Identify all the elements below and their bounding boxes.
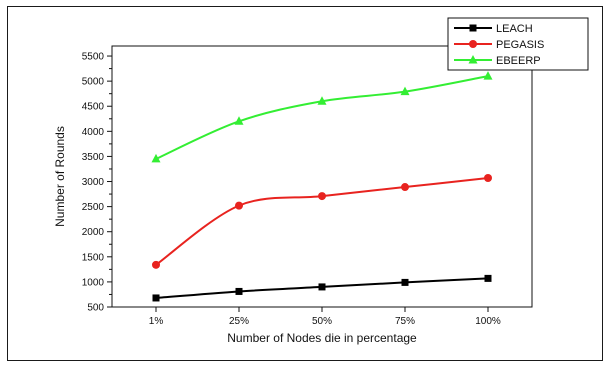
y-tick-label: 2000	[82, 227, 105, 238]
legend-item-leach: LEACH	[454, 23, 533, 35]
legend-label: EBEERP	[496, 55, 541, 67]
data-point-pegasis	[401, 183, 409, 192]
series-ebeerp	[151, 71, 493, 163]
data-point-pegasis	[152, 260, 160, 269]
data-point-leach	[235, 287, 243, 295]
y-tick-label: 4500	[82, 102, 105, 113]
y-tick-label: 500	[87, 303, 104, 314]
legend-label: PEGASIS	[496, 39, 544, 51]
y-tick-label: 3500	[82, 152, 105, 163]
y-tick-label: 1500	[82, 252, 105, 263]
legend-label: LEACH	[496, 23, 533, 35]
data-point-ebeerp	[400, 86, 410, 96]
x-tick-label: 1%	[149, 316, 164, 327]
x-tick-label: 75%	[395, 316, 415, 327]
series-line-ebeerp	[155, 75, 489, 160]
data-point-ebeerp	[317, 96, 327, 105]
y-tick-label: 2500	[82, 202, 105, 213]
y-tick-label: 3000	[82, 177, 105, 188]
data-point-ebeerp	[151, 153, 161, 163]
y-tick-label: 5000	[82, 77, 105, 88]
y-tick-label: 5500	[82, 52, 105, 63]
data-point-leach	[152, 294, 160, 302]
legend: LEACH PEGASIS EBEERP	[447, 17, 589, 71]
legend-item-ebeerp: EBEERP	[454, 55, 541, 67]
x-tick-label: 25%	[229, 316, 249, 327]
series-pegasis	[152, 174, 492, 269]
data-point-pegasis	[235, 201, 243, 210]
series-leach	[152, 274, 492, 302]
x-tick-label: 50%	[312, 316, 332, 327]
x-tick-label: 100%	[475, 316, 501, 327]
series-line-pegasis	[155, 177, 489, 266]
data-point-leach	[484, 274, 492, 282]
y-axis-title: Number of Rounds	[53, 126, 67, 227]
data-point-pegasis	[484, 174, 492, 183]
y-tick-label: 1000	[82, 277, 105, 288]
y-tick-label: 4000	[82, 127, 105, 138]
plot-area-border	[111, 45, 533, 308]
legend-item-pegasis: PEGASIS	[454, 39, 544, 51]
legend-marker	[469, 24, 477, 32]
legend-marker	[469, 40, 477, 48]
data-point-leach	[401, 278, 409, 286]
data-point-ebeerp	[483, 71, 493, 80]
data-point-ebeerp	[234, 116, 244, 125]
data-point-leach	[318, 283, 326, 291]
series-layer	[151, 71, 493, 302]
data-point-pegasis	[318, 192, 326, 201]
axes: 500 1000 1500 2000 2500 3000 3500 4000 4500 5000 5…	[82, 45, 533, 327]
x-axis-title: Number of Nodes die in percentage	[227, 331, 417, 345]
legend-marker	[468, 55, 478, 64]
